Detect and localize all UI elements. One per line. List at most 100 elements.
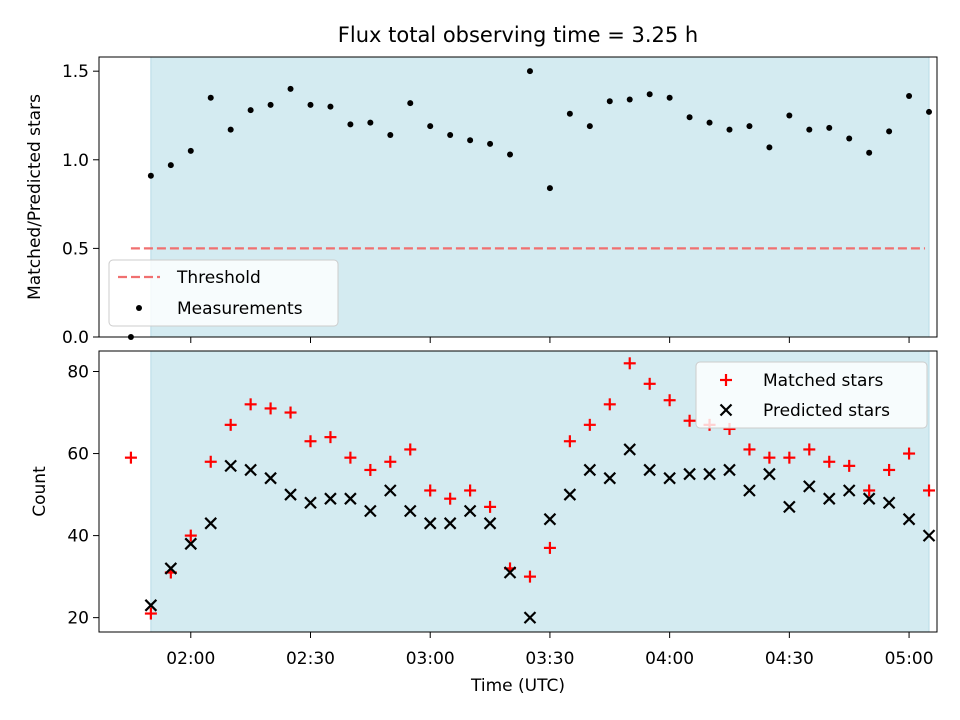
predicted-star-point	[882, 496, 896, 510]
top-panel: 0.0 0.5 1.0 1.5 Matched/Predicted stars Thres…	[25, 56, 938, 348]
predicted-star-point	[763, 467, 776, 481]
matched-star-point	[344, 451, 357, 464]
matched-star-point	[324, 431, 337, 444]
measurement-point	[526, 68, 533, 75]
measurement-point	[706, 119, 713, 126]
matched-star-point	[903, 447, 916, 460]
matched-star-point	[643, 377, 656, 390]
matched-star-point	[484, 500, 497, 513]
bottom-ytick-label: 80	[67, 363, 89, 383]
measurement-point	[507, 151, 514, 158]
predicted-star-point	[324, 492, 337, 505]
measurements-legend-swatch	[136, 305, 142, 311]
predicted-star-point	[364, 504, 377, 518]
bottom-ylabel: Count	[30, 466, 50, 517]
measurement-point	[826, 124, 833, 131]
predicted-star-point	[463, 504, 477, 518]
bottom-xtick-label: 02:30	[286, 649, 335, 669]
measurement-point	[726, 126, 733, 133]
matched-star-point	[663, 394, 676, 407]
matched-star-point	[464, 484, 477, 497]
matched-star-point	[204, 455, 217, 468]
measurement-point	[287, 85, 294, 92]
measurement-point	[467, 137, 474, 144]
bottom-panel: 20 40 60 80 Count 02:00 02:30 03:00 03:30 04:00 04…	[30, 350, 938, 696]
predicted-star-point	[443, 517, 457, 530]
predicted-star-point	[862, 492, 876, 505]
measurement-point	[866, 149, 873, 156]
top-ytick-label: 1.5	[62, 62, 89, 82]
measurement-point	[926, 108, 933, 115]
measurement-point	[267, 101, 274, 108]
predicted-star-point	[922, 529, 936, 542]
bottom-legend: Matched stars Predicted stars	[695, 361, 928, 429]
predicted-star-point	[423, 517, 437, 530]
predicted-star-point	[523, 611, 537, 624]
top-legend: Threshold Measurements	[108, 259, 339, 327]
predicted-star-point	[144, 599, 158, 612]
measurement-point	[766, 144, 773, 151]
measurement-point	[387, 131, 394, 138]
threshold-legend-label: Threshold	[176, 268, 261, 288]
measurement-point	[247, 107, 254, 114]
measurement-point	[367, 119, 374, 126]
matched-legend-label: Matched stars	[763, 371, 883, 391]
bottom-xtick-label: 04:30	[765, 649, 814, 669]
predicted-star-point	[663, 471, 676, 485]
measurement-point	[207, 94, 214, 101]
matched-star-point	[404, 443, 417, 456]
top-ytick-label: 1.0	[62, 151, 89, 171]
predicted-star-point	[304, 496, 317, 510]
predicted-star-point	[164, 562, 178, 575]
measurement-point	[606, 98, 613, 105]
predicted-star-point	[563, 488, 577, 501]
matched-star-point	[883, 463, 896, 476]
measurement-point	[666, 94, 673, 101]
matched-star-point	[563, 435, 576, 448]
measurement-point	[307, 101, 314, 108]
chart-title: Flux total observing time = 3.25 h	[338, 23, 698, 47]
predicted-star-point	[224, 459, 237, 473]
measurement-point	[646, 91, 653, 98]
matched-star-point	[444, 492, 457, 505]
top-ytick-label: 0.0	[62, 328, 89, 348]
predicted-star-point	[543, 512, 557, 526]
matched-star-point	[543, 541, 556, 554]
matched-star-point	[304, 435, 317, 448]
predicted-star-point	[483, 517, 497, 530]
measurement-point	[566, 110, 573, 117]
top-frame	[98, 56, 938, 338]
top-ytick-label: 0.5	[62, 239, 89, 259]
predicted-star-point	[284, 488, 297, 501]
predicted-star-point	[264, 471, 277, 485]
matched-star-point	[424, 484, 437, 497]
top-ylabel: Matched/Predicted stars	[25, 94, 45, 300]
measurement-point	[906, 92, 913, 99]
measurement-point	[846, 135, 853, 142]
measurement-point	[187, 147, 194, 154]
predicted-star-point	[683, 467, 696, 481]
predicted-star-point	[244, 463, 257, 477]
matched-legend-swatch	[720, 374, 732, 386]
bottom-xtick-label: 02:00	[166, 649, 215, 669]
bottom-xlabel: Time (UTC)	[470, 676, 565, 696]
predicted-legend-label: Predicted stars	[763, 401, 890, 421]
measurement-point	[886, 128, 893, 135]
measurement-point	[147, 172, 154, 179]
predicted-star-point	[344, 492, 357, 505]
measurement-point	[327, 103, 334, 110]
predicted-star-point	[803, 480, 816, 493]
bottom-xtick-label: 04:00	[645, 649, 694, 669]
measurement-point	[786, 112, 793, 119]
matched-star-point	[743, 443, 756, 456]
matched-star-point	[823, 455, 836, 468]
bottom-ytick-label: 60	[67, 445, 89, 465]
matched-star-point	[843, 459, 856, 472]
matched-star-point	[244, 398, 257, 411]
matched-star-point	[284, 406, 297, 419]
measurement-point	[407, 100, 414, 107]
matched-star-point	[803, 443, 816, 456]
predicted-star-point	[783, 500, 796, 514]
matched-star-point	[923, 484, 936, 497]
